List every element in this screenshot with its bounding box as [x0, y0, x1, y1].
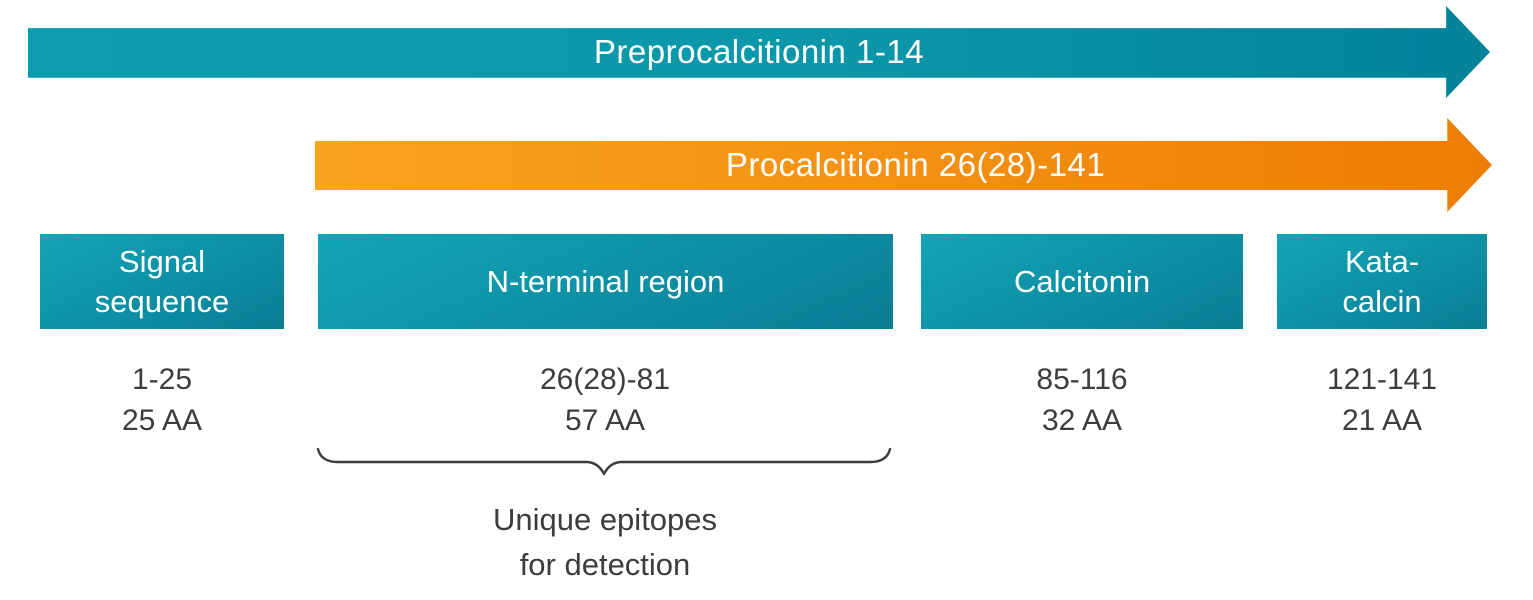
procalcitonin-arrow: Procalcitionin 26(28)-141 [315, 118, 1492, 212]
range-group-n-terminal: 26(28)-81 57 AA [455, 359, 755, 441]
preprocalcitonin-arrow-label: Preprocalcitionin 1-14 [593, 33, 925, 70]
range-signal-sequence: 1-25 [131, 363, 193, 396]
region-box-n-terminal: N-terminal region [318, 234, 893, 329]
range-n-terminal: 26(28)-81 [539, 363, 671, 396]
procalcitonin-arrow-label: Procalcitionin 26(28)-141 [725, 146, 1106, 183]
preprocalcitonin-arrow: Preprocalcitionin 1-14 [28, 6, 1490, 98]
range-group-calcitonin: 85-116 32 AA [957, 359, 1207, 441]
range-group-signal-sequence: 1-25 25 AA [62, 359, 262, 441]
region-box-calcitonin: Calcitonin [921, 234, 1243, 329]
region-label-signal-sequence: Signal sequence [94, 243, 230, 319]
region-label-calcitonin: Calcitonin [1013, 263, 1151, 299]
region-label-katacalcin: Kata- calcin [1342, 243, 1422, 319]
brace-icon [316, 447, 892, 476]
region-label-n-terminal: N-terminal region [486, 263, 725, 299]
length-calcitonin: 32 AA [1041, 404, 1123, 437]
range-group-katacalcin: 121-141 21 AA [1257, 359, 1507, 441]
range-calcitonin: 85-116 [1036, 363, 1128, 396]
length-n-terminal: 57 AA [564, 404, 646, 437]
range-katacalcin: 121-141 [1326, 363, 1438, 396]
region-box-katacalcin: Kata- calcin [1277, 234, 1487, 329]
annotation-unique-epitopes: Unique epitopes for detection [492, 502, 718, 582]
length-signal-sequence: 25 AA [121, 404, 203, 437]
region-box-signal-sequence: Signal sequence [40, 234, 284, 329]
length-katacalcin: 21 AA [1341, 404, 1423, 437]
